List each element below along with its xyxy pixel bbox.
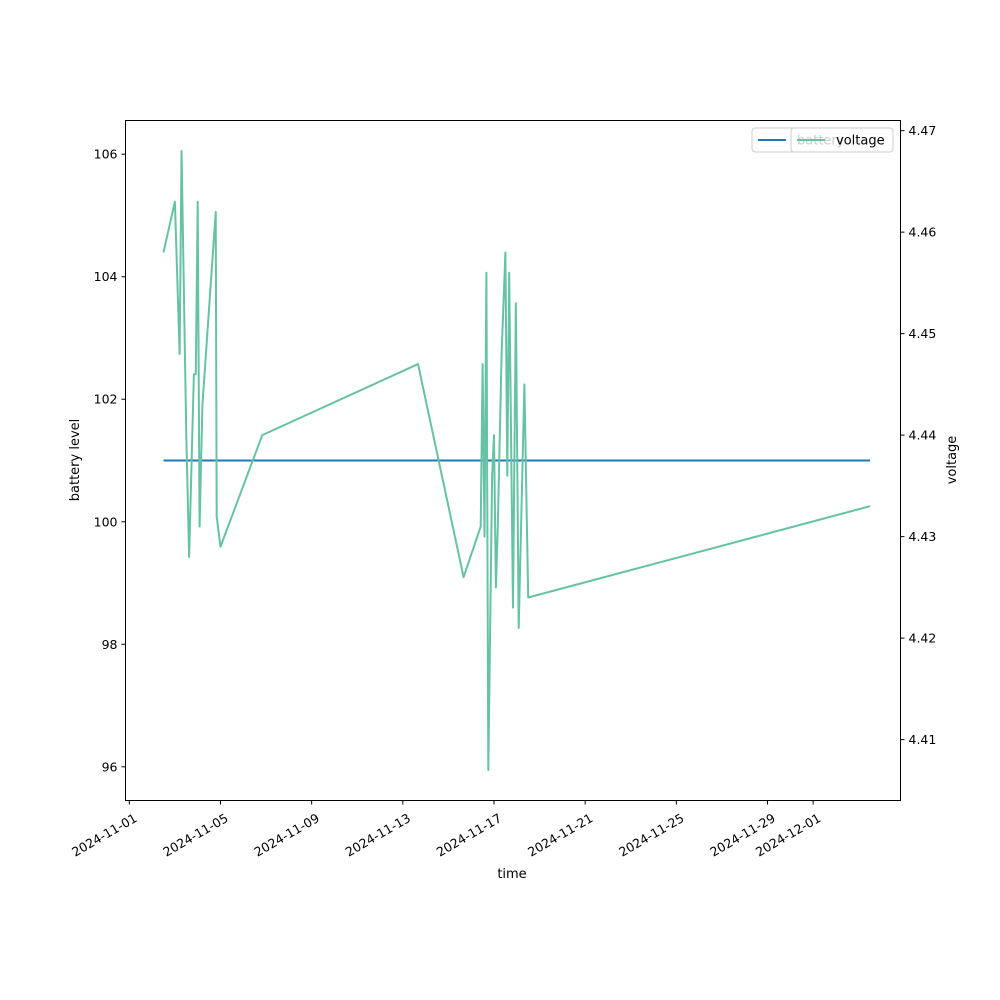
x-tick-label: 2024-11-05 — [160, 810, 230, 859]
y-right-tick-label: 4.41 — [909, 732, 937, 747]
y-right-tick-label: 4.44 — [909, 428, 937, 443]
y-right-tick-label: 4.47 — [909, 123, 937, 138]
y-right-tick-label: 4.42 — [909, 631, 937, 646]
x-tick-label: 2024-11-17 — [434, 810, 504, 859]
x-tick-label: 2024-11-09 — [251, 810, 321, 859]
y-right-tick-label: 4.43 — [909, 529, 937, 544]
x-tick-label: 2024-11-01 — [69, 810, 139, 859]
y-axis-right: 4.41 4.42 4.43 4.44 4.45 4.46 4.47 — [900, 123, 937, 747]
series-layer — [162, 149, 871, 772]
legend-voltage-box — [790, 127, 894, 153]
legend-voltage: voltage — [790, 127, 894, 153]
series-line-voltage — [162, 149, 871, 772]
legend-voltage-label: voltage — [836, 134, 885, 149]
y-left-tick-label: 100 — [94, 514, 118, 529]
y-axis-left-label: battery level — [68, 419, 83, 502]
y-left-tick-label: 96 — [102, 759, 118, 774]
y-left-tick-label: 102 — [94, 392, 118, 407]
x-tick-label: 2024-11-13 — [343, 810, 413, 859]
y-right-tick-label: 4.45 — [909, 326, 937, 341]
x-tick-label: 2024-11-25 — [616, 810, 686, 859]
x-axis: 2024-11-01 2024-11-05 2024-11-09 2024-11-13… — [69, 800, 823, 860]
y-left-tick-label: 106 — [94, 147, 118, 162]
y-axis-left: 96 98 100 102 104 106 — [94, 147, 126, 774]
y-left-tick-label: 104 — [94, 269, 118, 284]
y-right-tick-label: 4.46 — [909, 225, 937, 240]
plot-frame — [125, 120, 901, 801]
y-axis-right-label: voltage — [945, 436, 960, 485]
x-axis-label: time — [497, 867, 526, 882]
y-left-tick-label: 98 — [102, 637, 118, 652]
x-tick-label: 2024-11-21 — [525, 810, 595, 859]
